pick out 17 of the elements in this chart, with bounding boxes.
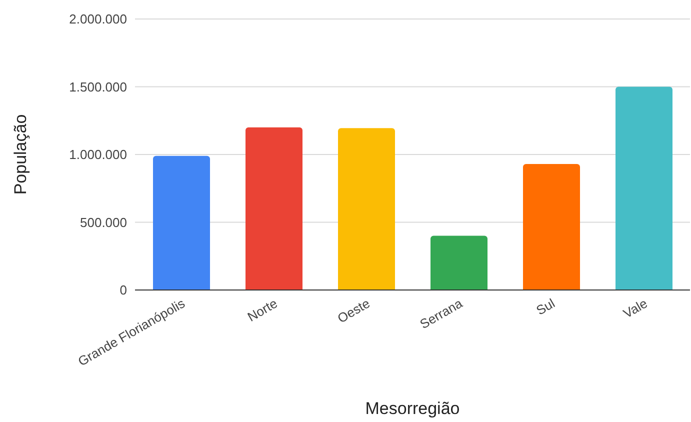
y-tick-label: 2.000.000 [69, 12, 127, 27]
x-axis-title: Mesorregião [365, 399, 460, 418]
bar [523, 164, 580, 290]
y-tick-label: 1.000.000 [69, 147, 127, 162]
x-tick-label: Oeste [334, 296, 372, 326]
bar [153, 156, 210, 290]
bar [430, 236, 488, 290]
x-tick-label: Sul [534, 296, 558, 318]
x-tick-label: Vale [620, 296, 650, 322]
y-axis-title: População [11, 114, 30, 195]
bar [616, 86, 672, 290]
x-tick-label: Norte [244, 296, 280, 324]
y-tick-label: 1.500.000 [69, 79, 127, 94]
y-tick-label: 500.000 [80, 214, 127, 230]
y-tick-label: 0 [120, 282, 127, 298]
bar [338, 128, 395, 290]
bar [246, 127, 302, 290]
